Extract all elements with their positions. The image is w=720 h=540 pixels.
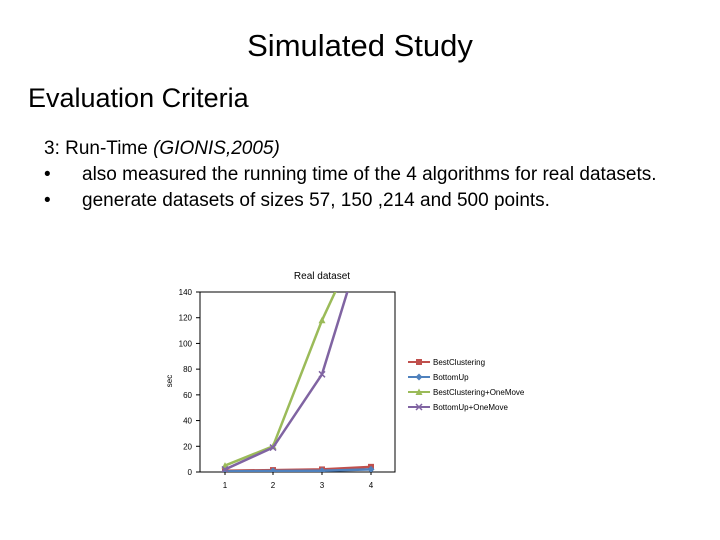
data-point [221,462,229,469]
data-point [368,463,374,470]
criteria-heading-text: 3: Run-Time [44,138,154,159]
bullet-text: also measured the running time of the 4 … [82,164,657,185]
y-tick-label: 120 [179,314,193,323]
legend-label: BestClustering [433,358,485,367]
legend-marker [415,388,423,395]
series-line [224,465,372,472]
series-line [224,292,337,467]
bullet-item: • generate datasets of sizes 57, 150 ,21… [44,188,694,214]
plot-frame [199,291,396,473]
data-point [318,316,326,324]
y-tick-label: 0 [188,468,193,477]
legend-label: BottomUp [433,373,469,382]
bullet-icon: • [44,190,51,211]
criteria-heading: 3: Run-Time (GIONIS,2005) [44,136,694,162]
y-tick-label: 140 [179,288,193,297]
bullet-item: • also measured the running time of the … [44,162,694,188]
data-point [222,467,228,472]
data-point [269,444,277,452]
y-tick-label: 60 [183,391,192,400]
x-tick-label: 4 [369,481,374,490]
x-tick-label: 3 [320,481,325,490]
section-title: Evaluation Criteria [28,83,249,113]
legend-marker [415,373,423,381]
criteria-heading-reference: (GIONIS,2005) [153,138,280,159]
y-axis-label: sec [165,375,174,387]
series-group [221,292,375,472]
y-tick-label: 20 [183,442,192,451]
data-point [221,465,229,472]
bullet-text: generate datasets of sizes 57, 150 ,214 … [82,190,550,211]
legend-marker [415,403,423,411]
slide-title: Simulated Study [247,28,473,63]
series-line [224,292,349,471]
slide-content: 3: Run-Time (GIONIS,2005) • also measure… [44,136,694,214]
legend-label: BottomUp+OneMove [433,403,508,412]
data-point [318,467,326,472]
y-tick-label: 80 [183,365,192,374]
series-line [224,468,372,472]
y-tick-label: 100 [179,339,193,348]
x-tick-label: 1 [223,481,228,490]
y-tick-label: 40 [183,417,192,426]
bullet-icon: • [44,164,51,185]
chart-title: Real dataset [294,271,350,282]
x-tick-label: 2 [271,481,276,490]
data-point [319,466,325,472]
legend-label: BestClustering+OneMove [433,388,525,397]
legend-marker [416,359,422,365]
data-point [221,467,229,472]
data-point [270,467,276,472]
data-point [318,370,326,378]
data-point [269,442,277,450]
data-point [367,465,375,472]
data-point [269,467,277,472]
